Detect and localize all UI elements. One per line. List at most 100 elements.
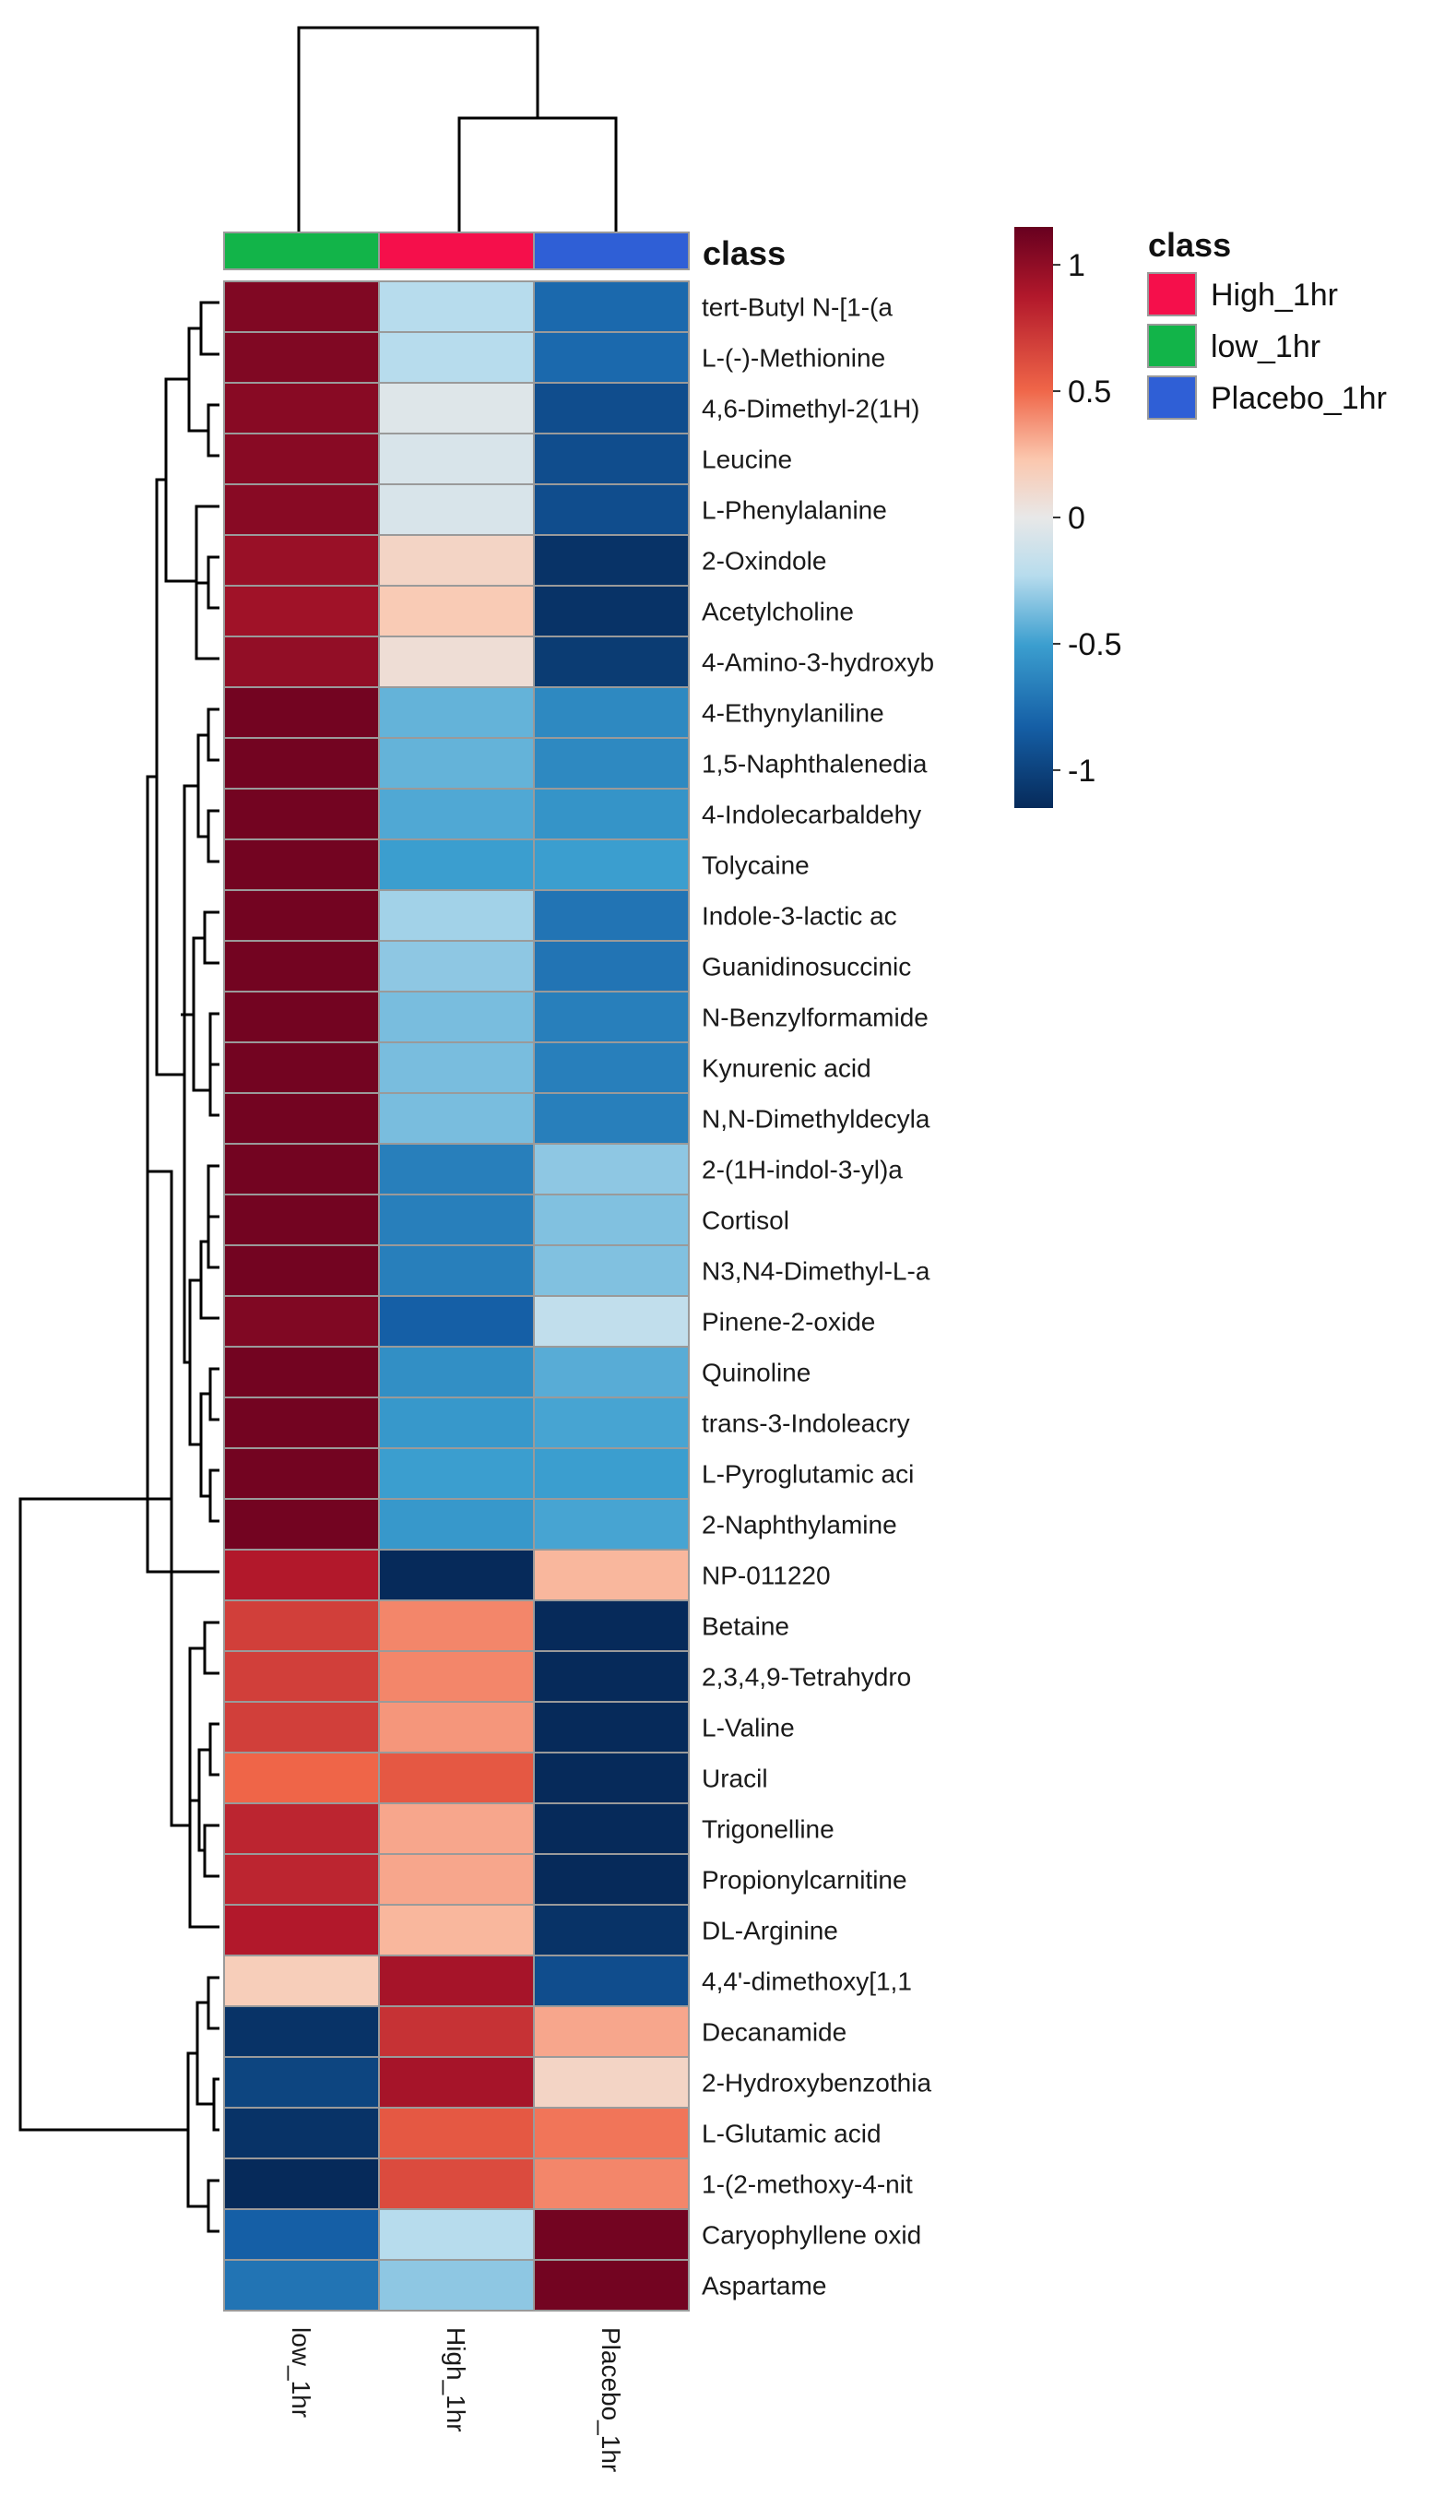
column-labels: low_1hr High_1hr Placebo_1hr bbox=[287, 2327, 625, 2472]
heatmap-cell bbox=[378, 2157, 535, 2210]
heatmap-cell bbox=[533, 2259, 690, 2312]
row-label: L-Valine bbox=[702, 1714, 795, 1742]
legend-swatch bbox=[1147, 324, 1197, 368]
heatmap-cell bbox=[533, 636, 690, 688]
heatmap-cell bbox=[223, 1599, 380, 1652]
heatmap-cell bbox=[378, 1752, 535, 1804]
heatmap-cell bbox=[223, 1194, 380, 1246]
heatmap-cell bbox=[533, 2157, 690, 2210]
row-label: Betaine bbox=[702, 1612, 789, 1641]
heatmap-cell bbox=[533, 1853, 690, 1906]
heatmap-cell bbox=[533, 280, 690, 333]
heatmap-cell bbox=[223, 788, 380, 840]
heatmap-cell bbox=[533, 838, 690, 891]
scale-tick-label: 0.5 bbox=[1068, 374, 1111, 410]
heatmap-cell bbox=[223, 2056, 380, 2109]
row-label: Aspartame bbox=[702, 2272, 826, 2300]
column-label: Placebo_1hr bbox=[597, 2327, 625, 2472]
row-label: Indole-3-lactic ac bbox=[702, 902, 897, 931]
row-labels: tert-Butyl N-[1-(a L-(-)-Methionine 4,6-Di… bbox=[702, 293, 934, 2300]
scale-tick-label: 0 bbox=[1068, 501, 1085, 536]
heatmap-cell bbox=[378, 1194, 535, 1246]
heatmap-cell bbox=[378, 788, 535, 840]
heatmap-cell bbox=[223, 1092, 380, 1145]
heatmap-cell bbox=[533, 382, 690, 434]
row-label: 4-Amino-3-hydroxyb bbox=[702, 648, 934, 677]
heatmap-cell bbox=[223, 1549, 380, 1601]
heatmap-cell bbox=[223, 1447, 380, 1500]
heatmap-cell bbox=[378, 1498, 535, 1551]
heatmap-cell bbox=[533, 534, 690, 587]
heatmap-cell bbox=[533, 1549, 690, 1601]
row-label: L-Phenylalanine bbox=[702, 496, 887, 525]
heatmap-cell bbox=[378, 483, 535, 536]
color-scale-ticks: 1 0.5 0 -0.5 -1 bbox=[1053, 248, 1122, 789]
heatmap-cell bbox=[378, 1092, 535, 1145]
heatmap-cell bbox=[533, 483, 690, 536]
row-label: Guanidinosuccinic bbox=[702, 953, 911, 981]
heatmap-cell bbox=[533, 1752, 690, 1804]
heatmap-cell bbox=[223, 2259, 380, 2312]
heatmap-cell bbox=[378, 737, 535, 790]
heatmap-cell bbox=[378, 1701, 535, 1753]
annotation-cell-Placebo_1hr bbox=[533, 232, 690, 270]
heatmap-cell bbox=[378, 838, 535, 891]
row-label: 1-(2-methoxy-4-nit bbox=[702, 2170, 913, 2199]
heatmap-cell bbox=[378, 1955, 535, 2007]
row-label: Propionylcarnitine bbox=[702, 1866, 907, 1895]
heatmap-cell bbox=[378, 686, 535, 739]
heatmap-cell bbox=[533, 2056, 690, 2109]
heatmap-cell bbox=[533, 686, 690, 739]
heatmap-cell bbox=[223, 636, 380, 688]
row-label: DL-Arginine bbox=[702, 1917, 838, 1945]
heatmap-cell bbox=[223, 1143, 380, 1195]
heatmap-cell bbox=[223, 1955, 380, 2007]
heatmap-cell bbox=[223, 838, 380, 891]
heatmap-cell bbox=[378, 2005, 535, 2058]
row-label: 2-(1H-indol-3-yl)a bbox=[702, 1156, 903, 1184]
heatmap-cells bbox=[223, 280, 690, 2312]
row-label: N,N-Dimethyldecyla bbox=[702, 1105, 930, 1134]
heatmap-cell bbox=[223, 331, 380, 384]
heatmap-cell bbox=[533, 585, 690, 637]
row-label: Uracil bbox=[702, 1765, 768, 1793]
heatmap-cell bbox=[223, 585, 380, 637]
heatmap-cell bbox=[223, 382, 380, 434]
row-label: Kynurenic acid bbox=[702, 1054, 871, 1083]
heatmap-cell bbox=[223, 991, 380, 1043]
heatmap-cell bbox=[378, 636, 535, 688]
heatmap-cell bbox=[533, 1447, 690, 1500]
heatmap-cell bbox=[533, 1599, 690, 1652]
heatmap-cell bbox=[533, 1194, 690, 1246]
row-label: Caryophyllene oxid bbox=[702, 2221, 921, 2250]
heatmap-cell bbox=[378, 991, 535, 1043]
heatmap-cell bbox=[223, 483, 380, 536]
heatmap-cell bbox=[533, 1244, 690, 1297]
row-label: Trigonelline bbox=[702, 1815, 835, 1844]
legend-label: Placebo_1hr bbox=[1211, 381, 1387, 416]
heatmap-cell bbox=[533, 331, 690, 384]
heatmap-cell bbox=[378, 2208, 535, 2261]
heatmap-cell bbox=[533, 2005, 690, 2058]
column-label: High_1hr bbox=[442, 2327, 470, 2432]
row-label: 4-Ethynylaniline bbox=[702, 699, 884, 728]
heatmap-cell bbox=[378, 280, 535, 333]
heatmap-cell bbox=[378, 1650, 535, 1703]
heatmap-cell bbox=[378, 1853, 535, 1906]
row-label: Tolycaine bbox=[702, 851, 810, 880]
heatmap-cell bbox=[223, 1397, 380, 1449]
annotation-cell-low_1hr bbox=[223, 232, 380, 270]
heatmap-cell bbox=[378, 1143, 535, 1195]
heatmap-cell bbox=[223, 1802, 380, 1855]
heatmap-cell bbox=[223, 1498, 380, 1551]
heatmap-cell bbox=[533, 1041, 690, 1094]
heatmap-cell bbox=[378, 433, 535, 485]
row-label: N-Benzylformamide bbox=[702, 1004, 929, 1032]
heatmap-cell bbox=[533, 1143, 690, 1195]
legend-swatch bbox=[1147, 272, 1197, 316]
heatmap-cell bbox=[533, 1092, 690, 1145]
col-dend-outer bbox=[297, 26, 539, 232]
row-label: 2-Oxindole bbox=[702, 547, 826, 576]
heatmap-cell bbox=[533, 940, 690, 993]
